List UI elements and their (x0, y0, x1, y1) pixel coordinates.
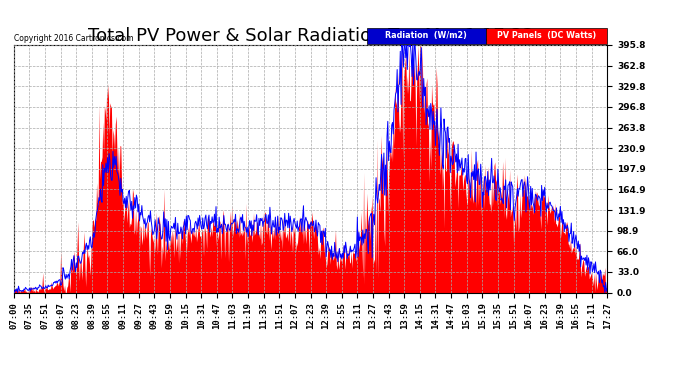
Title: Total PV Power & Solar Radiation Tue Mar 1 17:32: Total PV Power & Solar Radiation Tue Mar… (88, 27, 533, 45)
Bar (486, 28, 607, 44)
Bar (367, 28, 486, 44)
Text: Radiation  (W/m2): Radiation (W/m2) (385, 31, 467, 40)
Text: Copyright 2016 Cartronics.com: Copyright 2016 Cartronics.com (14, 33, 134, 42)
Text: PV Panels  (DC Watts): PV Panels (DC Watts) (497, 31, 596, 40)
